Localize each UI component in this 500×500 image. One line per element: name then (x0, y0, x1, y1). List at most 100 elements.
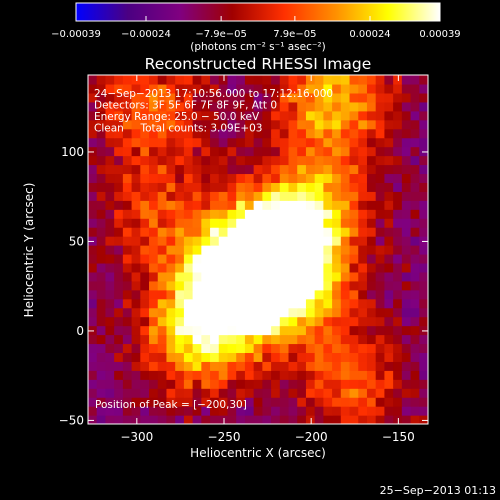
heatmap-cell (96, 164, 107, 175)
heatmap-cell (288, 101, 298, 112)
heatmap-cell (279, 343, 290, 354)
heatmap-cell (253, 352, 263, 362)
heatmap-cell (131, 110, 141, 121)
heatmap-cell (401, 307, 412, 318)
heatmap-cell (297, 253, 307, 264)
heatmap-cell (271, 253, 281, 264)
heatmap-cell (192, 370, 202, 380)
heatmap-cell (253, 75, 263, 85)
heatmap-cell (96, 325, 107, 336)
heatmap-cell (218, 361, 229, 371)
heatmap-cell (149, 92, 159, 103)
heatmap-cell (236, 370, 246, 380)
heatmap-cell (227, 298, 237, 309)
heatmap-cell (253, 101, 263, 112)
heatmap-cell (279, 280, 290, 291)
heatmap-cell (175, 110, 185, 121)
heatmap-cell (96, 271, 107, 282)
heatmap-cell (401, 298, 412, 309)
heatmap-cell (279, 397, 290, 407)
heatmap-cell (88, 182, 98, 192)
heatmap-cell (288, 370, 298, 380)
heatmap-cell (166, 200, 176, 210)
heatmap-cell (88, 128, 98, 139)
heatmap-cell (88, 164, 98, 175)
heatmap-cell (271, 227, 281, 237)
heatmap-cell (192, 173, 202, 183)
heatmap-cell (271, 334, 281, 345)
heatmap-cell (358, 415, 368, 424)
heatmap-cell (410, 236, 420, 246)
heatmap-cell (262, 110, 272, 121)
heatmap-cell (366, 280, 377, 291)
heatmap-cell (323, 128, 333, 139)
heatmap-cell (297, 262, 307, 273)
heatmap-cell (157, 352, 168, 362)
heatmap-cell (305, 352, 316, 362)
heatmap-cell (149, 262, 159, 273)
heatmap-cell (314, 191, 324, 201)
heatmap-cell (419, 406, 428, 416)
heatmap-cell (244, 352, 255, 362)
heatmap-cell (297, 200, 307, 210)
heatmap-cell (166, 191, 176, 201)
heatmap-cell (114, 352, 124, 362)
heatmap-cell (149, 218, 159, 228)
heatmap-cell (288, 146, 298, 157)
heatmap-cell (288, 307, 298, 318)
heatmap-cell (271, 343, 281, 354)
heatmap-cell (375, 164, 386, 175)
heatmap-cell (358, 325, 368, 336)
heatmap-cell (419, 119, 428, 130)
heatmap-cell (332, 173, 342, 183)
heatmap-cell (253, 325, 263, 336)
colorbar-tick-label: −0.00039 (51, 29, 101, 40)
heatmap-cell (271, 182, 281, 192)
heatmap-cell (122, 137, 133, 148)
heatmap-cell (157, 343, 168, 354)
heatmap-cell (114, 406, 124, 416)
heatmap-cell (122, 75, 133, 85)
heatmap-cell (201, 75, 211, 85)
heatmap-cell (88, 271, 98, 282)
heatmap-cell (96, 236, 107, 246)
heatmap-cell (227, 83, 237, 94)
heatmap-cell (384, 218, 394, 228)
heatmap-cell (149, 164, 159, 175)
heatmap-cell (279, 209, 290, 219)
heatmap-cell (279, 262, 290, 273)
heatmap-cell (140, 298, 150, 309)
heatmap-cell (323, 101, 333, 112)
heatmap-cell (271, 316, 281, 327)
heatmap-cell (384, 361, 394, 371)
heatmap-cell (323, 164, 333, 175)
heatmap-cell (114, 379, 124, 389)
heatmap-cell (410, 343, 420, 354)
heatmap-cell (262, 397, 272, 407)
heatmap-cell (323, 253, 333, 264)
heatmap-cell (271, 307, 281, 318)
heatmap-cell (166, 245, 176, 255)
heatmap-cell (297, 110, 307, 121)
heatmap-cell (375, 379, 386, 389)
heatmap-cell (140, 271, 150, 282)
heatmap-cell (105, 280, 115, 291)
heatmap-cell (96, 191, 107, 201)
heatmap-cell (157, 128, 168, 139)
heatmap-cell (314, 415, 324, 424)
heatmap-cell (105, 173, 115, 183)
heatmap-cell (131, 245, 141, 255)
heatmap-cell (332, 280, 342, 291)
heatmap-cell (349, 379, 359, 389)
heatmap-cell (323, 316, 333, 327)
heatmap-cell (122, 209, 133, 219)
heatmap-cell (271, 92, 281, 103)
heatmap-cell (88, 397, 98, 407)
heatmap-cell (305, 334, 316, 345)
heatmap-cell (305, 110, 316, 121)
heatmap-cell (192, 218, 202, 228)
heatmap-cell (271, 83, 281, 94)
heatmap-cell (227, 289, 237, 300)
heatmap-cell (393, 101, 403, 112)
heatmap-cell (375, 182, 386, 192)
